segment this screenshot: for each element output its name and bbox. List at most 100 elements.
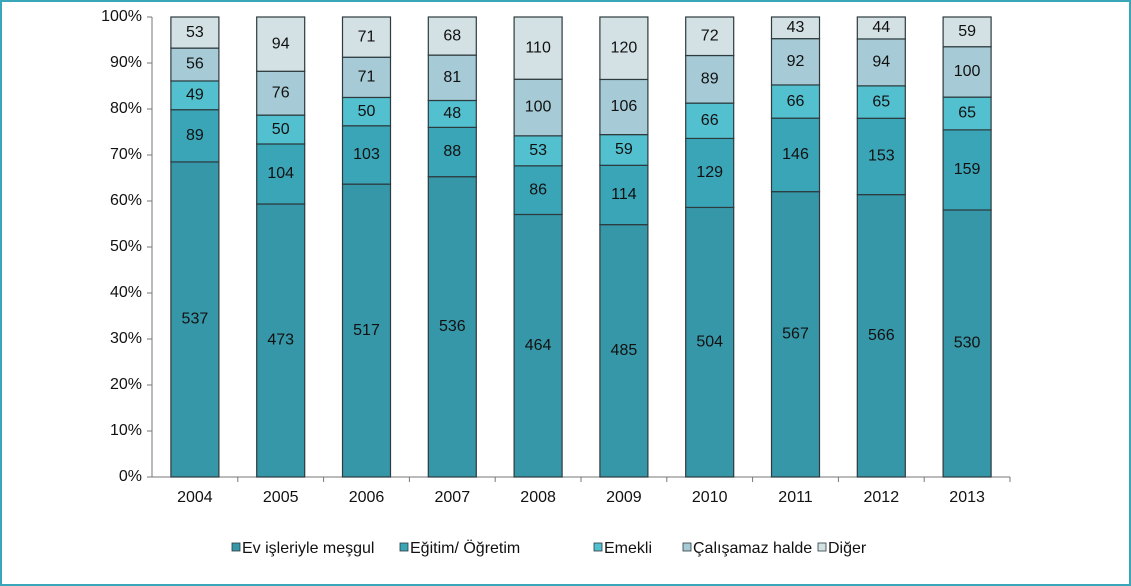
bar-segment [170,16,220,49]
bar-segment [170,80,220,111]
bar-segment [513,165,563,216]
bar-segment [256,143,306,205]
data-label: 114 [611,186,637,203]
y-tick-label: 100% [101,8,142,25]
bar-segment [856,16,906,40]
data-label: 66 [701,112,719,129]
bar-segment [170,161,220,478]
bar-segment [427,99,477,128]
data-label: 53 [186,24,204,41]
bar-segment [341,125,392,185]
bar-segment [685,137,735,209]
data-label: 566 [868,327,895,344]
data-label: 94 [272,35,290,52]
legend-swatch [399,542,409,552]
y-tick-label: 60% [110,192,142,209]
x-tick-label: 2009 [606,489,642,506]
bar-segment [770,84,821,119]
data-label: 65 [872,93,890,110]
data-label: 86 [529,181,547,198]
x-tick-label: 2007 [435,489,471,506]
bar-segment [770,117,821,193]
y-tick-label: 40% [110,284,142,301]
bar-segment [341,16,392,58]
data-label: 464 [525,337,552,354]
bar-segment [256,70,306,116]
data-label: 485 [611,342,638,359]
legend-swatch [231,542,241,552]
data-label: 89 [186,127,204,144]
x-tick-label: 2005 [263,489,299,506]
legend-swatch [682,542,692,552]
data-label: 71 [358,28,376,45]
bar-segment [513,16,563,80]
data-label: 56 [186,56,204,73]
data-label: 92 [787,53,805,70]
y-tick-label: 10% [110,422,142,439]
bar-segment [685,102,735,140]
bar-segment [513,78,563,137]
bar-segment [770,16,821,40]
data-label: 129 [696,164,723,181]
x-tick-label: 2010 [692,489,728,506]
data-label: 106 [611,98,638,115]
data-label: 59 [615,141,633,158]
legend-label: Emekli [604,540,652,557]
data-label: 530 [954,335,981,352]
bar-segment [341,56,392,99]
data-label: 104 [267,165,294,182]
x-tick-label: 2004 [177,489,213,506]
data-label: 48 [443,105,461,122]
data-label: 94 [872,54,890,71]
bar-segment [170,47,220,82]
bar-segment [599,224,649,478]
bar-segment [856,117,906,196]
data-label: 517 [353,322,380,339]
bar-segment [427,176,477,478]
data-label: 120 [611,39,638,56]
data-label: 537 [182,311,209,328]
data-label: 65 [958,105,976,122]
bar-segment [427,126,477,178]
bar-segment [599,16,649,81]
x-tick-label: 2011 [778,489,813,506]
bar-segment [685,206,735,478]
y-tick-label: 70% [110,146,142,163]
data-label: 110 [525,39,551,56]
data-label: 473 [267,332,294,349]
data-label: 68 [443,27,461,44]
data-label: 103 [353,146,380,163]
bar-segment [856,38,906,87]
x-tick-label: 2008 [520,489,556,506]
bar-segment [685,54,735,104]
data-label: 53 [529,142,547,159]
data-label: 567 [782,326,809,343]
bar-segment [599,134,649,166]
y-tick-label: 90% [110,54,142,71]
bar-segment [170,109,220,163]
legend-label: Diğer [828,540,867,557]
y-tick-label: 20% [110,376,142,393]
bar-segment [341,96,392,127]
y-tick-label: 0% [119,468,142,485]
bar-segment [942,16,992,48]
data-label: 72 [701,27,719,44]
bar-segment [341,183,392,478]
data-label: 100 [954,63,981,80]
legend-label: Çalışamaz halde [693,540,812,557]
bar-segment [856,194,906,478]
bar-segment [427,16,477,56]
data-label: 76 [272,84,290,101]
data-label: 536 [439,318,466,335]
data-label: 153 [868,148,895,165]
data-label: 100 [525,99,552,116]
data-label: 43 [787,19,805,36]
y-tick-label: 30% [110,330,142,347]
legend-label: Eğitim/ Öğretim [410,539,520,557]
legend-swatch [817,542,827,552]
data-label: 81 [443,69,461,86]
y-tick-label: 50% [110,238,142,255]
bar-segment [942,46,992,98]
bar-segment [513,213,563,478]
data-label: 71 [358,69,376,86]
